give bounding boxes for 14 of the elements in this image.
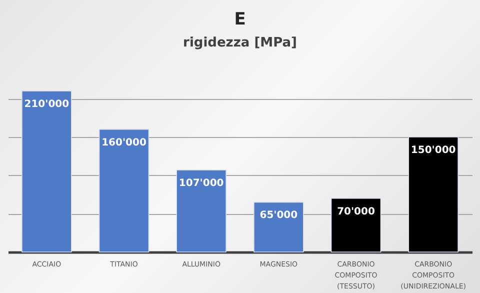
data-label: 107'000 [178,178,224,189]
bar [254,202,304,252]
data-label: 70'000 [337,206,375,218]
bar [22,90,72,252]
data-label: 65'000 [260,210,298,222]
bar [330,198,382,252]
bar [98,128,150,252]
data-label: 160'000 [102,137,146,148]
bar [176,170,226,252]
bar [408,136,458,252]
data-label: 210'000 [24,99,70,110]
data-label: 150'000 [410,145,456,156]
chart-title: E [234,10,246,30]
chart-subtitle: rigidezza [MPa] [183,36,297,51]
